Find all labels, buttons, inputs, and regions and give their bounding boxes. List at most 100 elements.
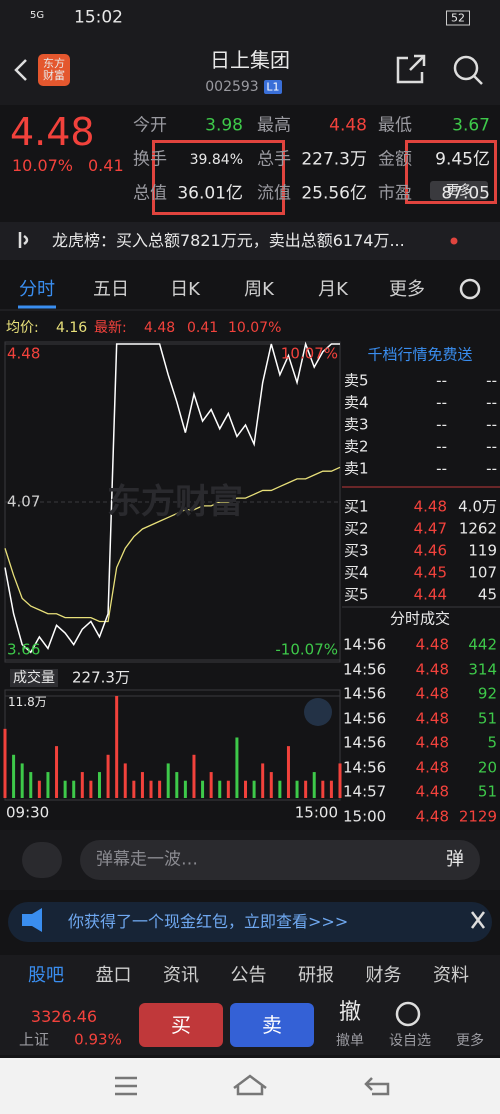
expand-button[interactable] — [304, 698, 332, 726]
volume-bar — [123, 763, 127, 798]
y-tick-label: 3.66 — [7, 640, 41, 659]
stat-value: 39.84% — [189, 152, 243, 168]
trade-volume: 20 — [477, 758, 497, 776]
bid-price: 4.48 — [413, 497, 447, 516]
buy-button[interactable] — [139, 1003, 223, 1047]
trade-price: 4.48 — [415, 660, 449, 678]
trade-time: 14:56 — [343, 709, 387, 727]
danmu-toggle[interactable] — [22, 842, 62, 878]
volume-bar — [37, 780, 41, 798]
index-pct: 0.93% — [74, 1030, 122, 1049]
volume-total: 227.3万 — [72, 668, 130, 687]
trade-volume: 442 — [468, 635, 497, 654]
volume-bar — [183, 780, 187, 798]
trade-time: 14:57 — [343, 782, 387, 801]
ask-volume: -- — [486, 371, 497, 390]
more-button[interactable]: 更多 — [445, 183, 473, 199]
watch-icon[interactable] — [395, 1001, 421, 1027]
sell-button[interactable] — [230, 1003, 314, 1047]
x-label: 09:30 — [6, 803, 50, 822]
battery: 52 — [446, 10, 470, 26]
book-title[interactable]: 千档行情免费送 — [367, 345, 473, 364]
buy-label[interactable]: 买 — [171, 1013, 191, 1037]
volume-bar — [218, 780, 222, 798]
volume-bar — [149, 780, 153, 798]
ask-volume: -- — [486, 437, 497, 456]
bottom-tab[interactable]: 股吧 — [28, 965, 64, 986]
back-nav-icon[interactable] — [364, 1077, 390, 1096]
promo-bg[interactable] — [8, 902, 492, 942]
level: L1 — [266, 80, 280, 94]
close-icon[interactable] — [471, 911, 485, 929]
ask-price: -- — [436, 393, 447, 412]
cancel-label[interactable]: 撤单 — [336, 1033, 364, 1049]
stat-label: 最高 — [257, 115, 291, 136]
volume-bar — [3, 728, 7, 798]
ask-price: -- — [436, 415, 447, 434]
trade-price: 4.48 — [415, 733, 449, 752]
ask-label: 卖3 — [344, 415, 369, 434]
clock: 15:02 — [74, 7, 123, 28]
watch-label[interactable]: 设自选 — [389, 1033, 431, 1049]
volume-bar — [295, 780, 299, 798]
last-label: 最新: — [94, 320, 127, 336]
trade-price: 4.48 — [415, 758, 449, 776]
network: 5G — [30, 10, 45, 21]
search-icon[interactable] — [453, 55, 479, 81]
bottom-tab[interactable]: 研报 — [298, 965, 334, 986]
volume-bar — [106, 754, 110, 798]
share-icon[interactable] — [396, 54, 426, 84]
y-tick-label: 4.07 — [7, 492, 41, 511]
bottom-tab[interactable]: 公告 — [230, 965, 267, 986]
tab[interactable]: 周K — [244, 279, 274, 300]
stat-label: 换手 — [133, 149, 167, 170]
volume-bar — [89, 780, 93, 798]
icons — [14, 54, 485, 1096]
bid-price: 4.45 — [413, 563, 447, 582]
stock-name: 日上集团 — [210, 48, 290, 72]
bottom-tab[interactable]: 盘口 — [95, 965, 132, 986]
volume-bar — [132, 780, 136, 798]
volume-bar — [269, 772, 273, 798]
bid-label: 买5 — [344, 585, 369, 604]
ask-volume: -- — [486, 459, 497, 478]
bid-price: 4.46 — [413, 541, 447, 560]
banner[interactable]: 龙虎榜：买入总额7821万元，卖出总额6174万... — [52, 231, 405, 250]
bottom-tab[interactable]: 财务 — [365, 965, 402, 986]
trade-price: 4.48 — [415, 807, 449, 825]
volume-bar — [312, 772, 316, 798]
top-bar — [0, 0, 500, 105]
tab[interactable]: 更多 — [389, 279, 425, 300]
tab[interactable]: 分时 — [19, 279, 55, 300]
volume-bar — [55, 746, 59, 798]
tab[interactable]: 日K — [170, 279, 200, 300]
more-label[interactable]: 更多 — [456, 1033, 484, 1049]
comment-placeholder[interactable]: 弹幕走一波… — [96, 849, 198, 870]
change: 0.41 — [88, 156, 124, 175]
bid-label: 买1 — [344, 497, 369, 516]
sound-icon — [18, 232, 29, 248]
back-icon[interactable] — [14, 59, 27, 81]
comment-input[interactable] — [80, 840, 480, 880]
highlight-box — [152, 140, 285, 215]
volume-bar — [97, 772, 101, 798]
tab[interactable]: 五日 — [93, 279, 129, 300]
level-badge — [264, 80, 282, 94]
volume-bar — [175, 772, 179, 798]
danmu-button[interactable]: 弹 — [446, 849, 464, 870]
home-icon[interactable] — [233, 1074, 267, 1096]
sell-label[interactable]: 卖 — [262, 1013, 282, 1037]
tab[interactable]: 月K — [318, 279, 348, 300]
promo-text[interactable]: 你获得了一个现金红包，立即查看>>> — [68, 912, 349, 931]
volume-bar — [166, 763, 170, 798]
menu-icon[interactable] — [115, 1076, 137, 1096]
bottom-tab[interactable]: 资料 — [433, 965, 469, 986]
settings-icon[interactable] — [459, 278, 481, 300]
bottom-tab[interactable]: 资讯 — [163, 965, 199, 986]
stat-value: 9.45亿 — [435, 149, 490, 170]
cancel-icon[interactable]: 撤 — [338, 1000, 362, 1025]
avg-label: 均价: — [6, 320, 39, 336]
avg-value: 4.16 — [56, 320, 88, 336]
more-button[interactable] — [430, 181, 488, 200]
